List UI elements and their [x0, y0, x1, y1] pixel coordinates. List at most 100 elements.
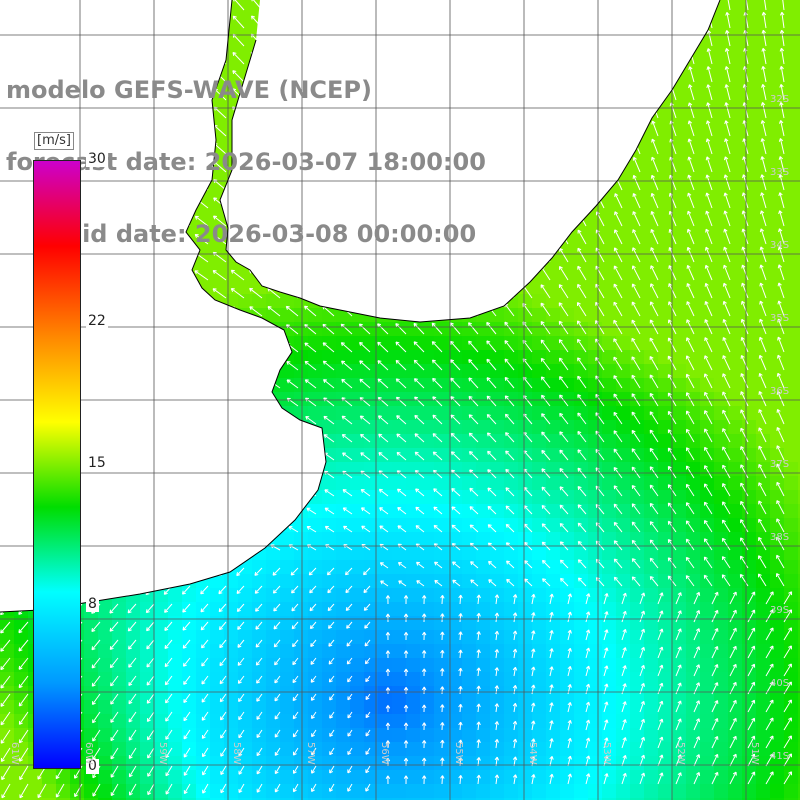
field-cell	[168, 770, 183, 785]
field-cell	[672, 252, 687, 267]
field-cell	[490, 630, 505, 645]
field-cell	[462, 714, 477, 729]
wind-arrow	[449, 340, 461, 353]
field-cell	[322, 756, 337, 771]
field-cell	[182, 644, 197, 659]
field-cell	[532, 308, 547, 323]
field-cell	[658, 350, 673, 365]
field-cell	[602, 294, 617, 309]
field-cell	[770, 294, 785, 309]
field-cell	[588, 434, 603, 449]
field-cell	[672, 182, 687, 197]
field-cell	[112, 700, 127, 715]
field-cell	[742, 602, 757, 617]
field-cell	[336, 798, 351, 800]
field-cell	[672, 378, 687, 393]
field-cell	[784, 42, 799, 57]
field-cell	[378, 686, 393, 701]
field-cell	[700, 112, 715, 127]
field-cell	[140, 700, 155, 715]
field-cell	[602, 434, 617, 449]
field-cell	[560, 490, 575, 505]
field-cell	[658, 210, 673, 225]
field-cell	[350, 644, 365, 659]
field-cell	[602, 448, 617, 463]
field-cell	[630, 574, 645, 589]
wind-arrow	[468, 322, 479, 335]
wind-arrow	[724, 84, 731, 101]
field-cell	[350, 546, 365, 561]
wind-arrow	[779, 65, 785, 83]
wind-arrow	[341, 378, 353, 389]
field-cell	[770, 224, 785, 239]
field-cell	[686, 644, 701, 659]
field-cell	[294, 392, 309, 407]
field-cell	[14, 798, 29, 800]
field-cell	[518, 308, 533, 323]
field-cell	[574, 308, 589, 323]
field-cell	[532, 322, 547, 337]
wind-arrow	[631, 283, 641, 299]
field-cell	[574, 602, 589, 617]
field-cell	[686, 504, 701, 519]
field-cell	[700, 448, 715, 463]
field-cell	[378, 784, 393, 799]
field-cell	[798, 126, 800, 141]
field-cell	[546, 350, 561, 365]
field-cell	[770, 448, 785, 463]
wind-arrow	[705, 210, 713, 227]
field-cell	[434, 756, 449, 771]
field-cell	[322, 476, 337, 491]
field-cell	[630, 504, 645, 519]
field-cell	[238, 42, 253, 57]
field-cell	[252, 658, 267, 673]
wind-arrow	[759, 210, 767, 227]
field-cell	[770, 392, 785, 407]
field-cell	[616, 546, 631, 561]
field-cell	[616, 532, 631, 547]
wind-arrow	[741, 246, 749, 263]
field-cell	[546, 742, 561, 757]
field-cell	[798, 252, 800, 267]
field-cell	[378, 798, 393, 800]
wind-arrow	[704, 264, 713, 281]
field-cell	[392, 434, 407, 449]
field-cell	[546, 322, 561, 337]
field-cell	[602, 476, 617, 491]
field-cell	[770, 42, 785, 57]
wind-arrow	[776, 390, 785, 407]
field-cell	[126, 714, 141, 729]
field-cell	[238, 728, 253, 743]
field-cell	[588, 504, 603, 519]
field-cell	[658, 742, 673, 757]
field-cell	[686, 742, 701, 757]
wind-arrow	[685, 355, 695, 371]
wind-arrow	[249, 287, 263, 299]
field-cell	[560, 322, 575, 337]
field-cell	[532, 518, 547, 533]
field-cell	[350, 532, 365, 547]
field-cell	[392, 784, 407, 799]
field-cell	[154, 714, 169, 729]
field-cell	[616, 574, 631, 589]
field-cell	[588, 560, 603, 575]
field-cell	[210, 798, 225, 800]
wind-arrow	[727, 0, 731, 11]
field-cell	[308, 658, 323, 673]
field-cell	[434, 378, 449, 393]
wind-arrow	[649, 337, 659, 353]
field-cell	[630, 784, 645, 799]
field-cell	[490, 700, 505, 715]
field-cell	[392, 406, 407, 421]
field-cell	[308, 588, 323, 603]
field-cell	[378, 560, 393, 575]
field-cell	[602, 714, 617, 729]
field-cell	[378, 350, 393, 365]
field-cell	[448, 476, 463, 491]
field-cell	[280, 294, 295, 309]
field-cell	[616, 490, 631, 505]
field-cell	[798, 714, 800, 729]
field-cell	[154, 798, 169, 800]
field-cell	[140, 686, 155, 701]
